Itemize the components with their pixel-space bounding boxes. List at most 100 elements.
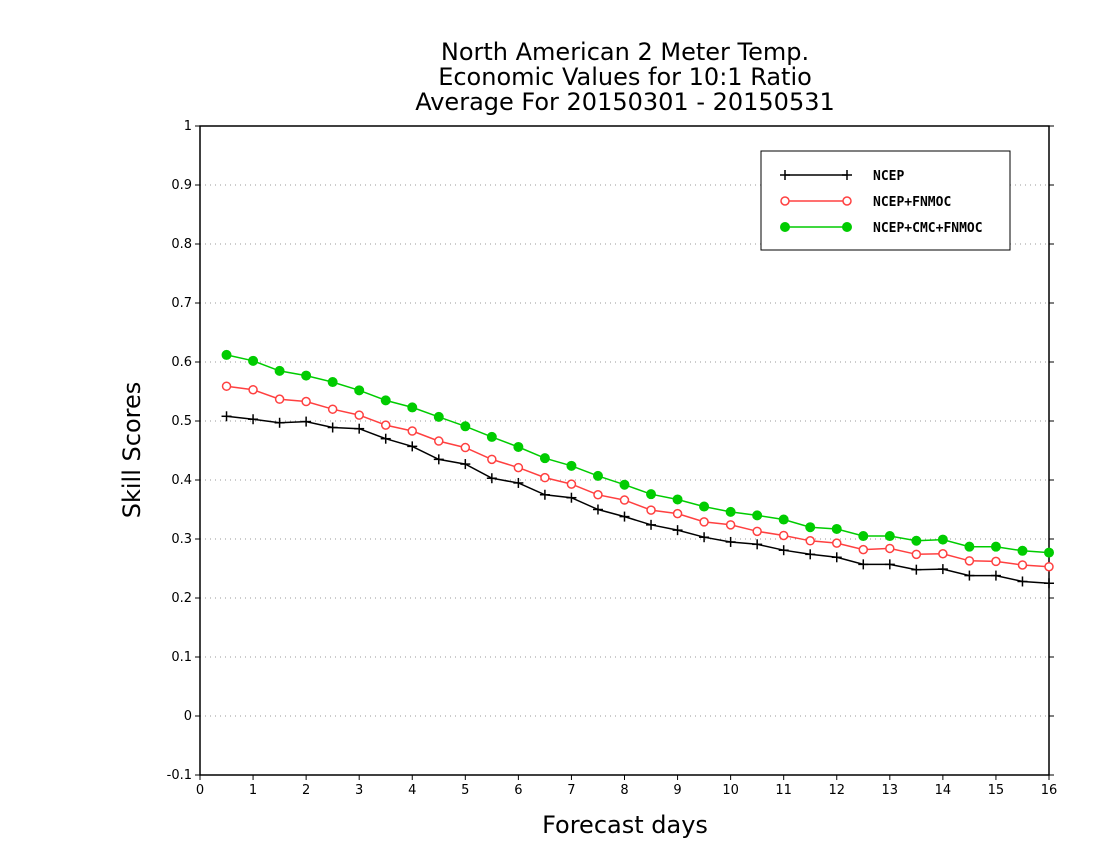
x-tick-label: 6 <box>514 783 522 798</box>
series-0 <box>221 411 1054 589</box>
data-point <box>274 394 285 404</box>
data-point <box>699 517 709 527</box>
data-point <box>301 370 312 381</box>
y-tick-label: 0.6 <box>171 355 192 370</box>
data-point <box>566 460 577 471</box>
series-2 <box>221 349 1054 558</box>
data-point <box>380 433 391 444</box>
data-point <box>964 556 975 566</box>
series-layer <box>221 349 1054 589</box>
data-point <box>646 505 656 515</box>
data-point <box>725 520 736 530</box>
data-point <box>964 570 975 581</box>
x-tick-label: 10 <box>722 783 739 798</box>
data-point <box>672 525 683 536</box>
x-tick-label: 8 <box>620 783 628 798</box>
data-point <box>911 564 922 575</box>
data-point <box>460 459 471 470</box>
title-line-2: Economic Values for 10:1 Ratio <box>438 63 812 91</box>
data-point <box>884 531 895 542</box>
data-point <box>699 501 710 512</box>
x-tick-label: 9 <box>673 783 681 798</box>
data-point <box>593 490 603 500</box>
data-point <box>1044 578 1054 589</box>
data-point <box>433 411 444 422</box>
x-tick-label: 7 <box>567 783 575 798</box>
y-tick-label: 0.9 <box>171 178 192 193</box>
series-line <box>226 354 1050 554</box>
data-point <box>646 489 657 500</box>
x-tick-label: 11 <box>775 783 792 798</box>
data-point <box>1017 545 1028 556</box>
data-point <box>221 411 232 422</box>
data-point <box>539 489 550 500</box>
x-axis-label: Forecast days <box>542 811 708 839</box>
legend-item: NCEP+FNMOC <box>780 195 951 210</box>
y-axis-label: Skill Scores <box>118 382 146 519</box>
y-tick-label: 0.7 <box>171 296 192 311</box>
data-point <box>327 404 338 414</box>
y-tick-label: 0.3 <box>171 532 192 547</box>
data-point <box>540 472 550 483</box>
data-point <box>778 530 789 541</box>
chart-title: North American 2 Meter Temp. Economic Va… <box>415 38 835 116</box>
data-point <box>327 377 338 388</box>
legend-marker <box>842 170 852 180</box>
data-point <box>1017 560 1028 570</box>
x-tick-label: 12 <box>828 783 845 798</box>
data-point <box>831 552 842 563</box>
y-tick-label: 0 <box>184 709 192 724</box>
data-point <box>805 549 816 560</box>
legend: NCEP NCEP+FNMOC NCEP+CMC+FNMOC <box>760 150 1011 251</box>
data-point <box>274 417 285 428</box>
data-point <box>513 477 524 488</box>
data-point <box>937 534 948 545</box>
data-point <box>301 396 311 407</box>
y-tick-label: 0.4 <box>171 473 192 488</box>
data-point <box>301 416 312 427</box>
data-point <box>699 532 710 543</box>
title-line-1: North American 2 Meter Temp. <box>441 38 809 66</box>
data-point <box>990 541 1001 552</box>
axis-ticks: -0.100.10.20.30.40.50.60.70.80.910 1 2 3 4 5 6… <box>167 119 1058 798</box>
data-point <box>274 365 285 376</box>
x-tick-label: 16 <box>1041 783 1058 798</box>
data-point <box>778 514 789 525</box>
y-tick-label: 1 <box>184 119 192 134</box>
data-point <box>619 511 630 522</box>
data-point <box>805 536 815 546</box>
data-point <box>1017 576 1028 587</box>
data-point <box>858 559 869 570</box>
data-point <box>380 420 391 430</box>
data-point <box>778 545 789 556</box>
data-point <box>566 479 577 489</box>
data-point <box>221 349 232 360</box>
data-point <box>911 549 922 560</box>
legend-marker <box>842 196 852 206</box>
data-point <box>725 536 736 547</box>
series-1 <box>221 381 1054 572</box>
data-point <box>354 385 365 396</box>
x-tick-label: 13 <box>882 783 899 798</box>
data-point <box>486 431 497 442</box>
data-point <box>513 441 524 452</box>
data-point <box>221 381 232 391</box>
data-point <box>831 523 842 534</box>
data-point <box>805 522 816 533</box>
data-point <box>460 442 471 453</box>
legend-marker <box>780 222 790 232</box>
y-tick-label: 0.8 <box>171 237 192 252</box>
data-point <box>991 556 1001 567</box>
legend-marker <box>842 222 852 232</box>
data-point <box>646 519 657 530</box>
x-tick-label: 4 <box>408 783 416 798</box>
legend-item: NCEP+CMC+FNMOC <box>780 221 983 236</box>
data-point <box>884 559 895 570</box>
data-point <box>380 395 391 406</box>
data-point <box>407 402 418 413</box>
data-point <box>407 426 417 436</box>
x-tick-label: 3 <box>355 783 363 798</box>
data-point <box>248 414 259 425</box>
data-point <box>752 526 762 537</box>
